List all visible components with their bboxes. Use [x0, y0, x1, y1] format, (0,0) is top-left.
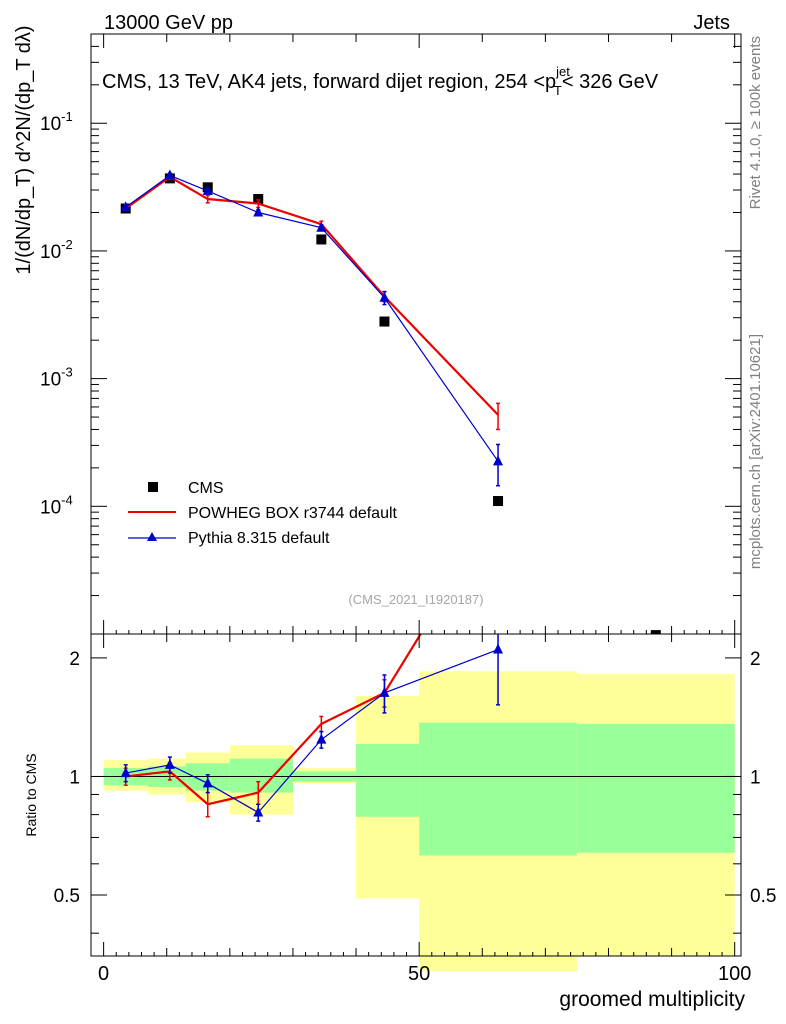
green-band-bin-3 — [229, 758, 293, 793]
analysis-tag: (CMS_2021_I1920187) — [348, 592, 483, 607]
side-label-mcplots: mcplots.cern.ch [arXiv:2401.10621] — [747, 334, 764, 569]
pythia-ratio-marker-2 — [202, 777, 213, 788]
cms-point-6 — [493, 496, 504, 507]
legend: CMS POWHEG BOX r3744 default Pythia 8.31… — [128, 480, 398, 547]
ratio-y-tick-label-left-2: 2 — [69, 649, 80, 670]
green-band-bin-6 — [419, 722, 577, 856]
pythia-main-marker-6 — [493, 455, 504, 466]
pythia-main-marker-5 — [379, 291, 390, 302]
side-label-rivet: Rivet 4.1.0, ≥ 100k events — [747, 36, 764, 209]
cms-point-7 — [650, 630, 661, 634]
plot-frames — [90, 33, 742, 957]
pythia-main-marker-4 — [316, 221, 327, 232]
main-y-tick-label-0: 10-4 — [40, 492, 73, 518]
uncertainty-bands — [103, 671, 735, 972]
pythia-ratio-marker-0 — [120, 767, 131, 778]
pythia-main-marker-1 — [164, 169, 175, 180]
x-tick-label-0: 0 — [98, 963, 109, 985]
legend-powheg-label: POWHEG BOX r3744 default — [188, 505, 398, 522]
green-band-bin-5 — [356, 743, 420, 817]
main-y-tick-label-2: 10-2 — [40, 237, 73, 263]
legend-cms-marker — [148, 482, 158, 492]
main-y-axis-label: 1/(dN/dp_T) d^2N/(dp_T dλ) — [13, 25, 35, 274]
ratio-y-tick-label-left-0.5: 0.5 — [54, 886, 80, 907]
header-right: Jets — [693, 12, 730, 34]
main-y-tick-label-1: 10-3 — [40, 365, 73, 391]
main-y-tick-label-3: 10-1 — [40, 109, 73, 135]
ratio-y-tick-label-right-2: 2 — [750, 649, 761, 670]
ratio-panel-frame — [90, 633, 742, 957]
ratio-y-tick-label-right-1: 1 — [750, 767, 761, 788]
pythia-ratio-marker-1 — [164, 758, 175, 769]
ratio-series — [120, 634, 504, 822]
cms-point-5 — [379, 316, 390, 327]
pythia-main-marker-0 — [120, 201, 131, 212]
pythia-main-marker-2 — [202, 184, 213, 195]
pythia-ratio-marker-3 — [253, 806, 264, 817]
pythia-main-marker-3 — [253, 206, 264, 217]
pythia-ratio-marker-5 — [379, 686, 390, 697]
axis-ticks: 0 50 100 10-4 10-3 10-2 10-1 0.5 0.5 1 1 2 2 — [40, 33, 776, 985]
ratio-y-axis-label: Ratio to CMS — [23, 753, 39, 836]
cms-point-3 — [253, 194, 264, 205]
x-axis-label: groomed multiplicity — [559, 988, 745, 1011]
x-tick-label-50: 50 — [408, 963, 430, 985]
chart-title: CMS, 13 TeV, AK4 jets, forward dijet reg… — [102, 64, 659, 98]
powheg-main-line — [125, 175, 499, 416]
ratio-y-tick-label-left-1: 1 — [69, 767, 80, 788]
legend-cms-label: CMS — [188, 480, 224, 497]
header-left: 13000 GeV pp — [104, 12, 233, 34]
data-series — [120, 169, 661, 822]
cms-point-4 — [316, 234, 327, 245]
pythia-ratio-marker-6 — [493, 643, 504, 654]
legend-pythia-marker — [147, 532, 157, 541]
green-band-bin-7 — [576, 723, 735, 853]
legend-pythia-label: Pythia 8.315 default — [188, 530, 330, 547]
pythia-main-line — [125, 174, 499, 462]
ratio-y-tick-label-right-0.5: 0.5 — [750, 886, 776, 907]
x-tick-label-100: 100 — [718, 963, 751, 985]
pythia-ratio-marker-4 — [316, 733, 327, 744]
main-series — [120, 169, 661, 634]
